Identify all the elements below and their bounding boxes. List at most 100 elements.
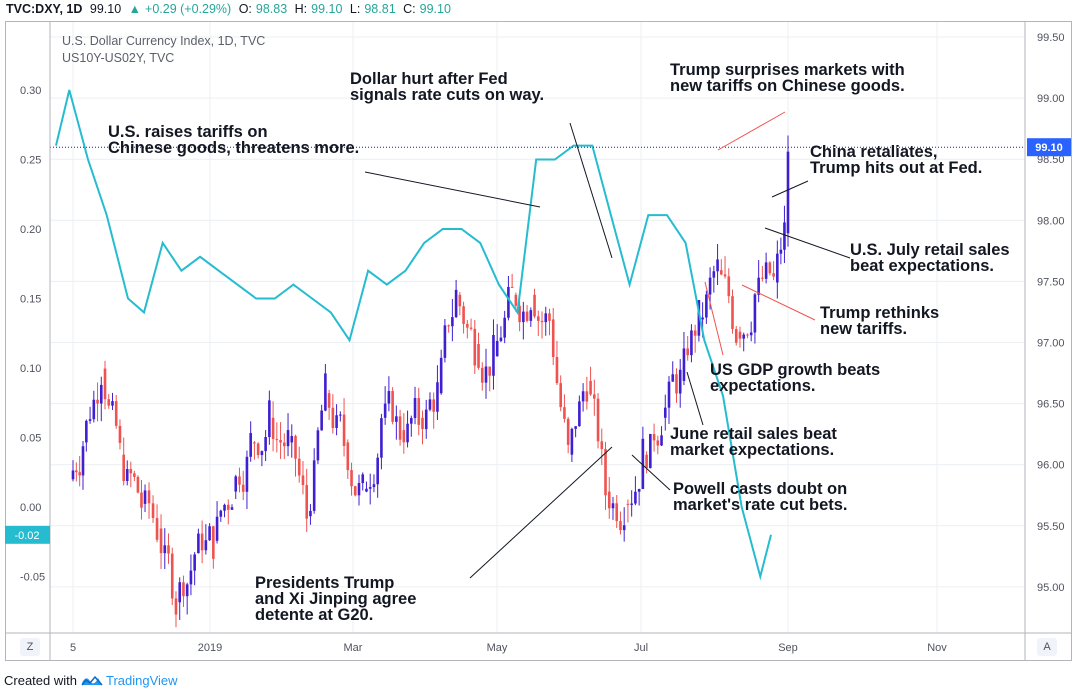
candle-body (454, 289, 458, 318)
candle-body (525, 311, 529, 321)
candle-body (518, 305, 521, 323)
chart-frame (5, 21, 1072, 661)
left-tick-label: 0.10 (20, 363, 41, 375)
right-tick-label: 98.50 (1037, 154, 1065, 166)
candle-body (764, 262, 768, 279)
candle-body (223, 504, 226, 511)
candle-body (409, 418, 413, 424)
candle-body (133, 473, 136, 477)
price-tag (1027, 138, 1071, 157)
candle-body (406, 423, 409, 443)
annotation-retail-june: June retail sales beat market expectatio… (670, 425, 837, 459)
candle-body (761, 277, 764, 279)
left-tick-label: 0.05 (20, 433, 41, 445)
candle-body (151, 503, 155, 519)
candle-body (720, 270, 723, 275)
annotation-leader-line (741, 284, 816, 321)
candle-body (208, 526, 211, 541)
tradingview-logo-icon[interactable] (81, 673, 103, 690)
x-tick-label: 2019 (198, 642, 222, 654)
candle-body (458, 294, 462, 307)
candle-body (200, 533, 204, 551)
candle-body (630, 503, 633, 505)
candle-body (559, 383, 562, 408)
candle-body (607, 491, 611, 509)
candle-body (155, 518, 159, 540)
candle-body (260, 451, 264, 456)
candle-body (286, 430, 290, 447)
x-tick-label: Mar (344, 642, 363, 654)
candle-body (757, 277, 760, 295)
created-with-text: Created with (4, 673, 77, 688)
left-tick-label: 0.20 (20, 224, 41, 236)
candle-body (81, 446, 85, 476)
auto-scale-right-button[interactable]: A (1037, 638, 1057, 656)
candle-body (671, 374, 675, 382)
annotation-leader-line (569, 122, 613, 259)
candle-body (649, 434, 652, 469)
candle-body (339, 414, 342, 416)
candle-body (103, 368, 107, 400)
candle-body (563, 407, 566, 419)
left-tick-label: -0.05 (20, 572, 45, 584)
candle-body (241, 484, 245, 492)
candle-body (514, 294, 518, 306)
candle-body (492, 334, 495, 376)
candle-body (147, 490, 151, 504)
open-label: O: (238, 2, 252, 16)
candle-body (443, 325, 447, 358)
candle-body (570, 428, 574, 455)
candle-body (663, 407, 667, 418)
annotation-leader-line (631, 454, 671, 491)
candle-body (75, 470, 78, 473)
candle-body (451, 317, 454, 327)
annotation-fed: Dollar hurt after Fed signals rate cuts … (350, 70, 545, 104)
candle-body (297, 458, 301, 476)
candle-body (540, 320, 544, 323)
candle-body (675, 374, 678, 394)
candle-body (615, 503, 619, 522)
candle-body (178, 582, 182, 603)
candle-body (380, 418, 383, 458)
candle-body (536, 316, 540, 321)
candle-body (174, 598, 178, 615)
candle-body (256, 443, 260, 456)
right-tick-label: 96.50 (1037, 399, 1065, 411)
candle-body (129, 469, 133, 474)
candle-body (749, 332, 753, 336)
candle-body (734, 329, 738, 343)
candle-body (159, 528, 163, 554)
overlay-series-legend[interactable]: US10Y-US02Y, TVC (62, 51, 175, 65)
candle-body (71, 470, 75, 480)
candle-body (693, 330, 697, 336)
auto-scale-left-button[interactable]: Z (20, 638, 40, 656)
annotation-leader-line (364, 171, 541, 208)
candle-body (551, 319, 555, 357)
tradingview-brand[interactable]: TradingView (106, 673, 178, 688)
candle-body (652, 434, 656, 441)
candle-body (776, 253, 779, 283)
candle-body (301, 475, 305, 486)
candle-body (361, 474, 365, 484)
candle-body (253, 442, 256, 444)
symbol-header: TVC:DXY, 1D 99.10 ▲ +0.29 (+0.29%) O: 98.8… (6, 2, 455, 16)
x-tick-label: Nov (927, 642, 947, 654)
annotation-tariffs: U.S. raises tariffs on Chinese goods, th… (108, 123, 360, 157)
candle-body (641, 438, 645, 489)
candle-body (357, 483, 361, 496)
candle-body (245, 456, 249, 492)
left-tick-label: 0.00 (20, 502, 41, 514)
candle-body (447, 325, 450, 327)
candle-body (503, 317, 506, 338)
axes: 99.50 99.00 98.50 98.00 97.50 97.00 96.50 96.00… (5, 22, 1071, 661)
right-tick-label: 99.00 (1037, 93, 1065, 105)
x-tick-label: Jul (634, 642, 648, 654)
candle-body (271, 417, 275, 440)
right-tick-label: 99.50 (1037, 32, 1065, 44)
candle-body (163, 545, 167, 554)
main-series-legend[interactable]: U.S. Dollar Currency Index, 1D, TVC (62, 34, 266, 48)
candle-body (533, 294, 536, 317)
candle-body (529, 310, 533, 321)
candle-body (507, 286, 510, 318)
